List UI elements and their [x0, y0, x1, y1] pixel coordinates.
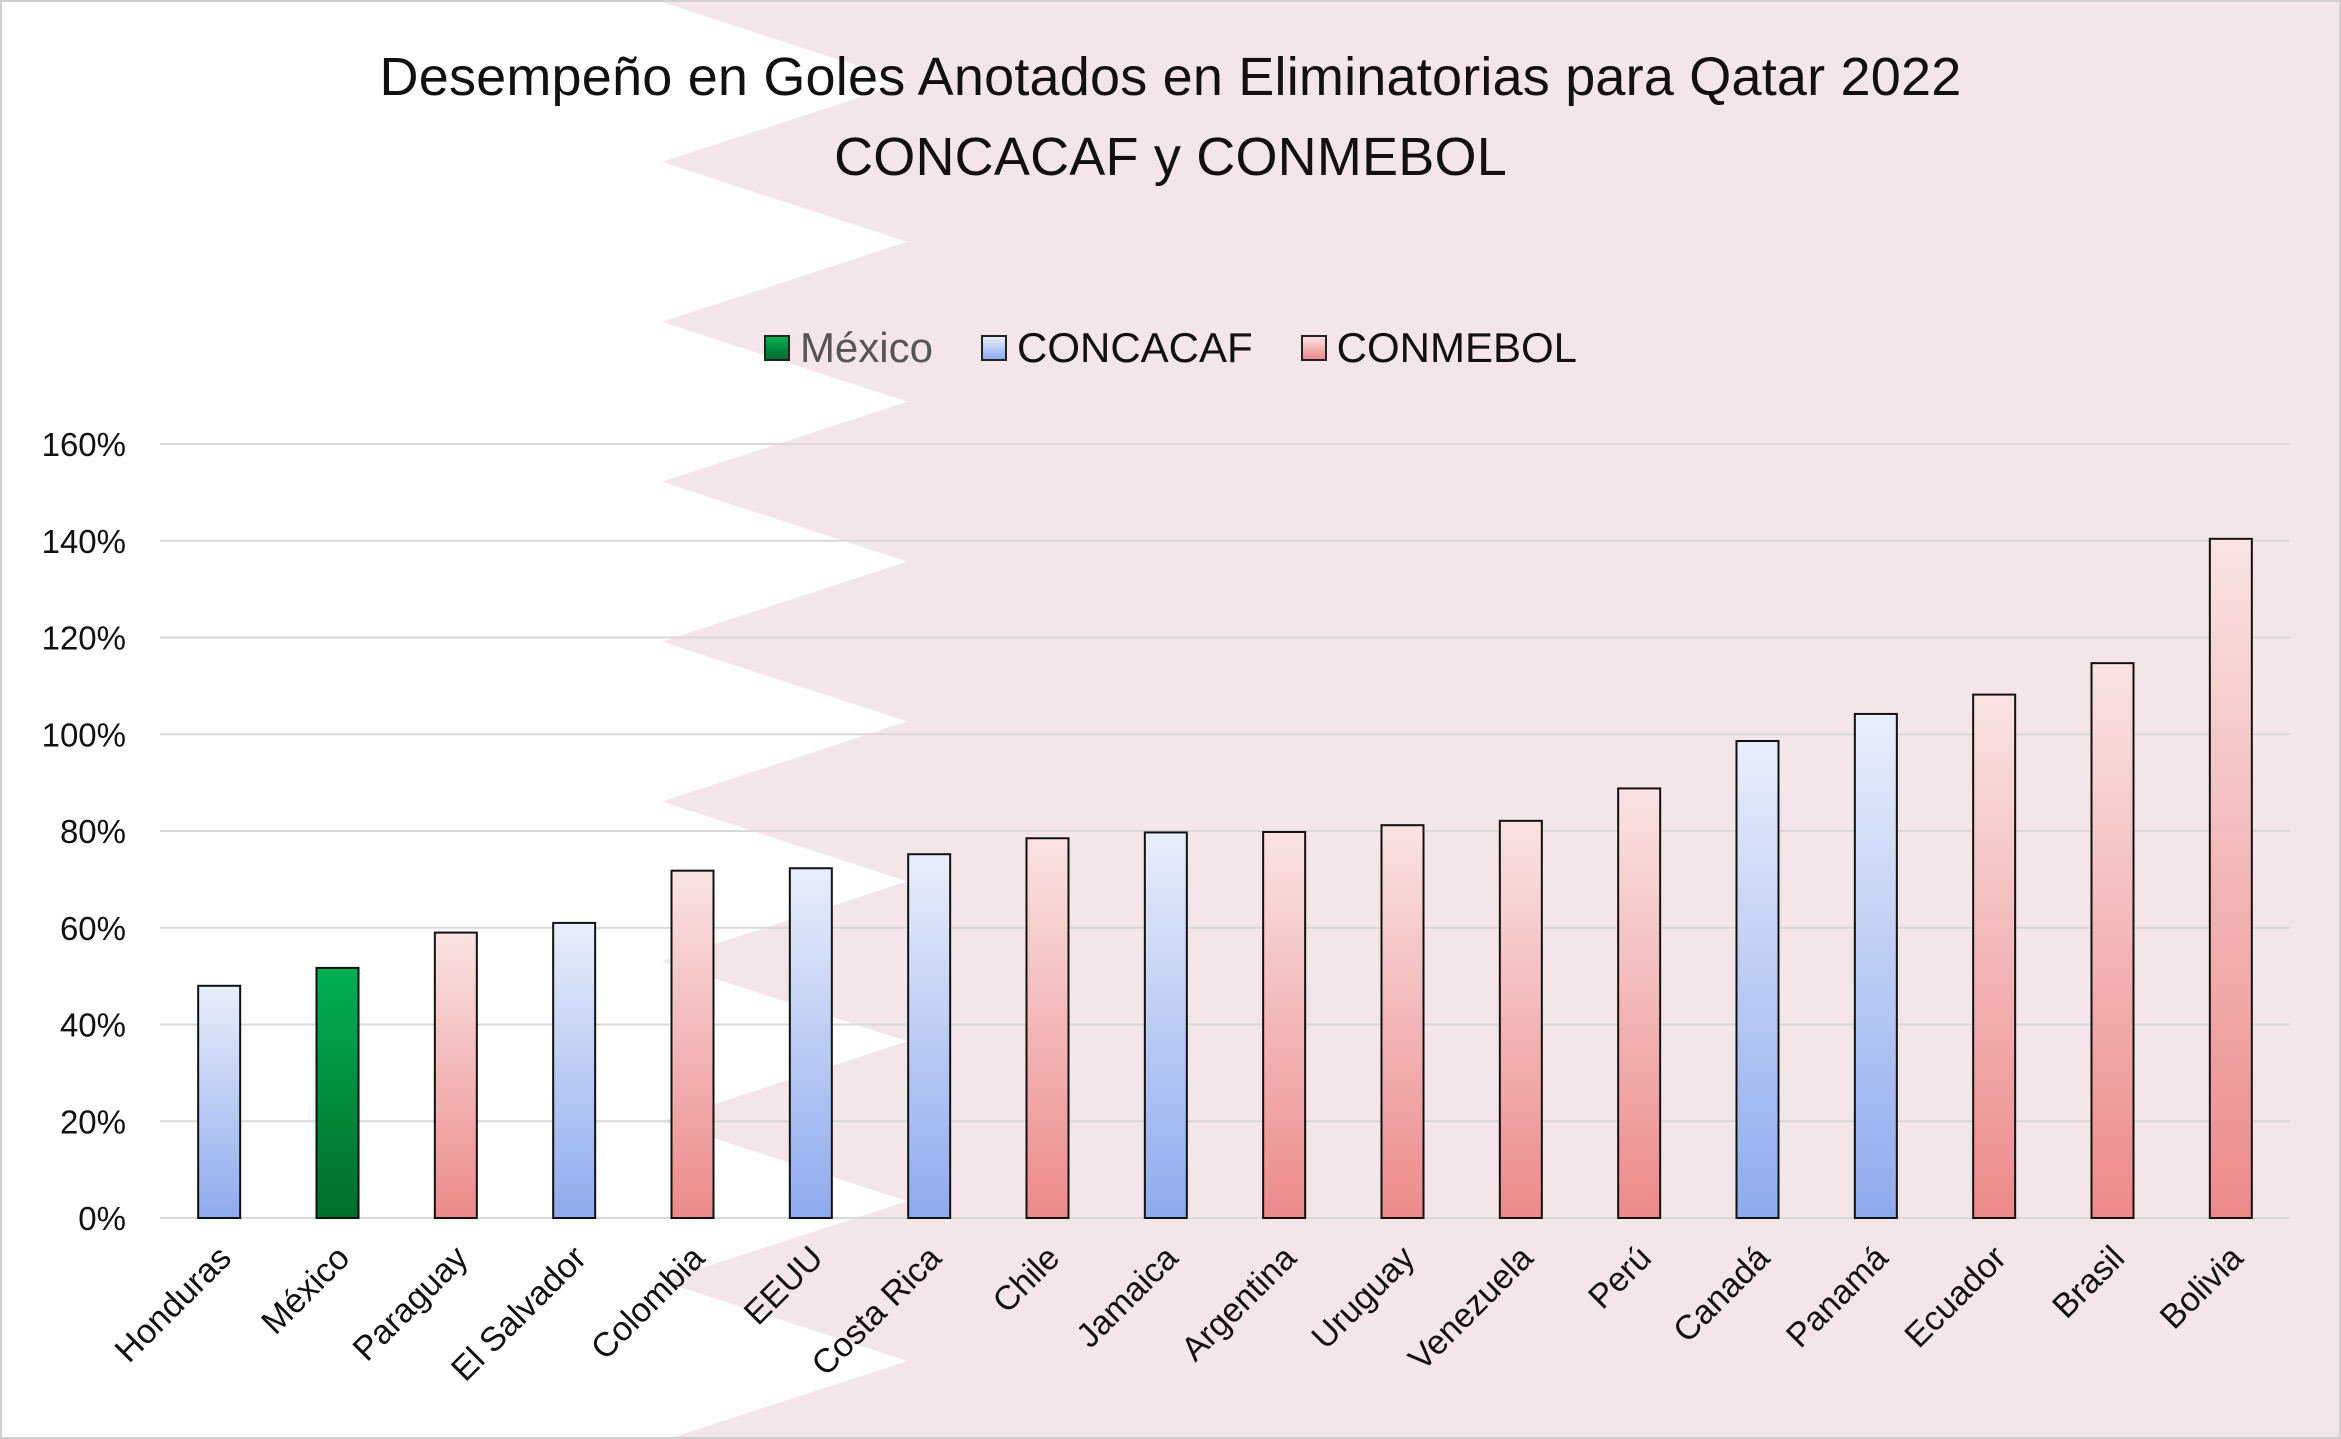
- y-tick-label: 40%: [60, 1007, 126, 1044]
- bar-paraguay: [433, 931, 478, 1220]
- legend-swatch-mexico: [763, 335, 790, 361]
- y-tick-label: 100%: [42, 716, 126, 753]
- bar-colombia: [670, 869, 715, 1219]
- y-tick-label: 80%: [60, 813, 126, 850]
- bar-honduras: [197, 984, 242, 1219]
- x-tick-label: Honduras: [108, 1239, 239, 1370]
- chart-legend: México CONCACAF CONMEBOL: [2, 324, 2339, 372]
- bar-venezuela: [1498, 819, 1543, 1219]
- y-tick-label: 20%: [60, 1103, 126, 1140]
- legend-label-conmebol: CONMEBOL: [1336, 324, 1578, 371]
- bar-canadá: [1735, 740, 1780, 1220]
- bar-méxico: [315, 966, 360, 1219]
- legend-item-conmebol: CONMEBOL: [1300, 324, 1578, 372]
- legend-item-mexico: México: [763, 324, 933, 372]
- chart-subtitle: CONCACAF y CONMEBOL: [834, 127, 1507, 187]
- bar-bolivia: [2208, 537, 2253, 1219]
- bar-ecuador: [1972, 693, 2017, 1219]
- y-tick-label: 60%: [60, 910, 126, 947]
- y-tick-label: 140%: [42, 523, 126, 560]
- bar-uruguay: [1380, 824, 1425, 1219]
- legend-item-concacaf: CONCACAF: [980, 324, 1253, 372]
- bar-panamá: [1853, 712, 1898, 1219]
- y-tick-label: 120%: [42, 620, 126, 657]
- bar-perú: [1617, 787, 1662, 1219]
- bar-eeuu: [788, 867, 833, 1220]
- bar-jamaica: [1143, 831, 1188, 1219]
- legend-swatch-conmebol: [1300, 335, 1327, 361]
- x-tick-label: Colombia: [584, 1239, 712, 1367]
- legend-swatch-concacaf: [980, 335, 1007, 361]
- legend-label-concacaf: CONCACAF: [1016, 324, 1253, 371]
- bar-el-salvador: [552, 921, 597, 1219]
- bar-costa-rica: [907, 853, 952, 1219]
- bar-argentina: [1262, 830, 1307, 1220]
- y-tick-label: 160%: [42, 426, 126, 463]
- x-tick-label: México: [254, 1239, 357, 1342]
- legend-label-mexico: México: [799, 324, 933, 371]
- background-band: [662, 2, 2339, 1437]
- y-tick-label: 0%: [78, 1200, 126, 1237]
- bar-brasil: [2090, 662, 2135, 1219]
- chart-title: Desempeño en Goles Anotados en Eliminato…: [379, 47, 1962, 107]
- bar-chile: [1025, 837, 1070, 1219]
